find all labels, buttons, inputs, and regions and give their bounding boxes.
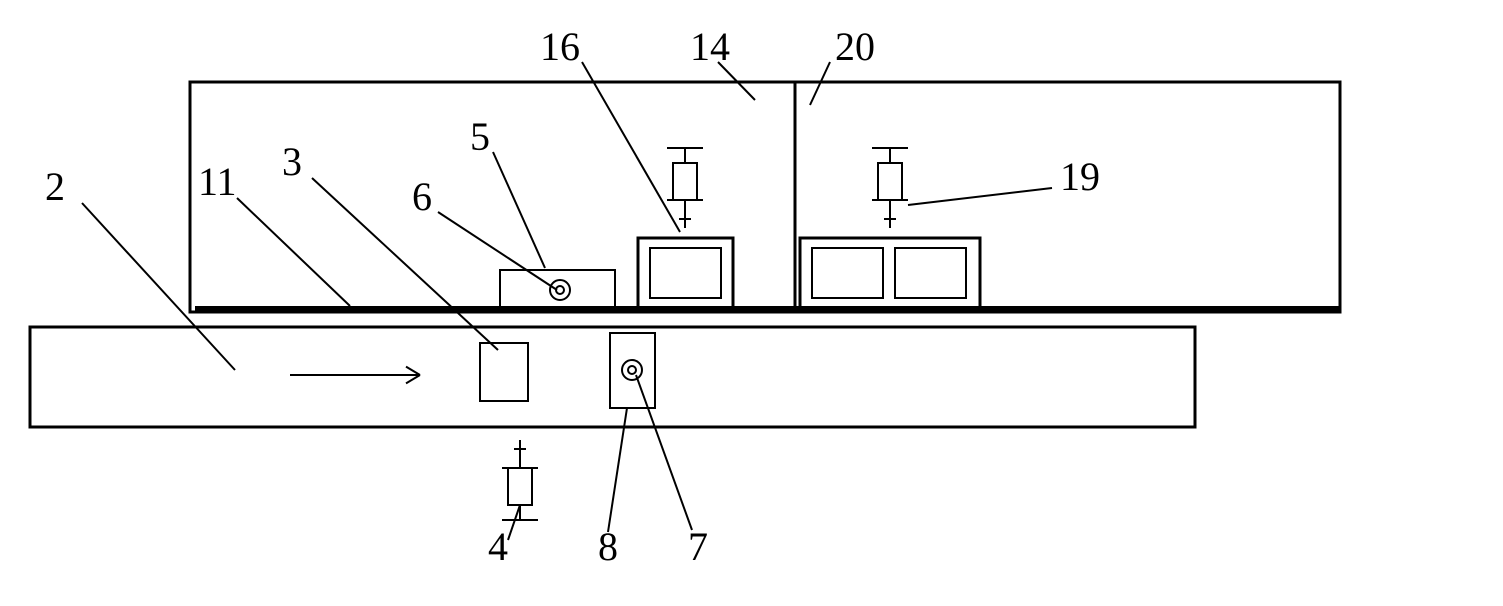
leader-11	[237, 198, 350, 306]
labels: 2 11 3 56 16 14 20 19 4 8 7	[45, 24, 1100, 569]
block-e	[480, 343, 528, 401]
block-c-inner-right	[895, 248, 966, 298]
leader-16	[582, 62, 680, 232]
label-3: 3	[282, 139, 302, 184]
flow-arrow-icon	[290, 367, 420, 384]
label-8: 8	[598, 524, 618, 569]
label-4: 4	[488, 524, 508, 569]
lower-channel	[30, 327, 1195, 427]
actuator-c	[872, 148, 908, 228]
block-c-inner-left	[812, 248, 883, 298]
leader-4	[508, 505, 520, 540]
block-a-hub-outer	[550, 280, 570, 300]
leader-3	[312, 178, 498, 350]
block-d	[610, 333, 655, 408]
actuator-b	[667, 148, 703, 228]
diagram-root	[30, 82, 1340, 520]
thick-separator-bar	[195, 306, 1340, 312]
block-b-inner	[650, 248, 721, 298]
block-d-hub-inner	[628, 366, 636, 374]
leader-2	[82, 203, 235, 370]
label-20: 20	[835, 24, 875, 69]
label-6: 6	[412, 174, 432, 219]
label-7: 7	[688, 524, 708, 569]
leader-19	[908, 188, 1052, 205]
upper-enclosure	[190, 82, 1340, 312]
leader-5	[493, 152, 545, 268]
label-16: 16	[540, 24, 580, 69]
leader-7	[636, 375, 692, 530]
leader-6	[438, 212, 557, 290]
block-a	[500, 270, 615, 310]
label-5: 5	[470, 114, 490, 159]
label-14: 14	[690, 24, 730, 69]
label-19: 19	[1060, 154, 1100, 199]
label-11: 11	[198, 159, 237, 204]
label-2: 2	[45, 164, 65, 209]
block-a-hub-inner	[556, 286, 564, 294]
block-d-hub-outer	[622, 360, 642, 380]
